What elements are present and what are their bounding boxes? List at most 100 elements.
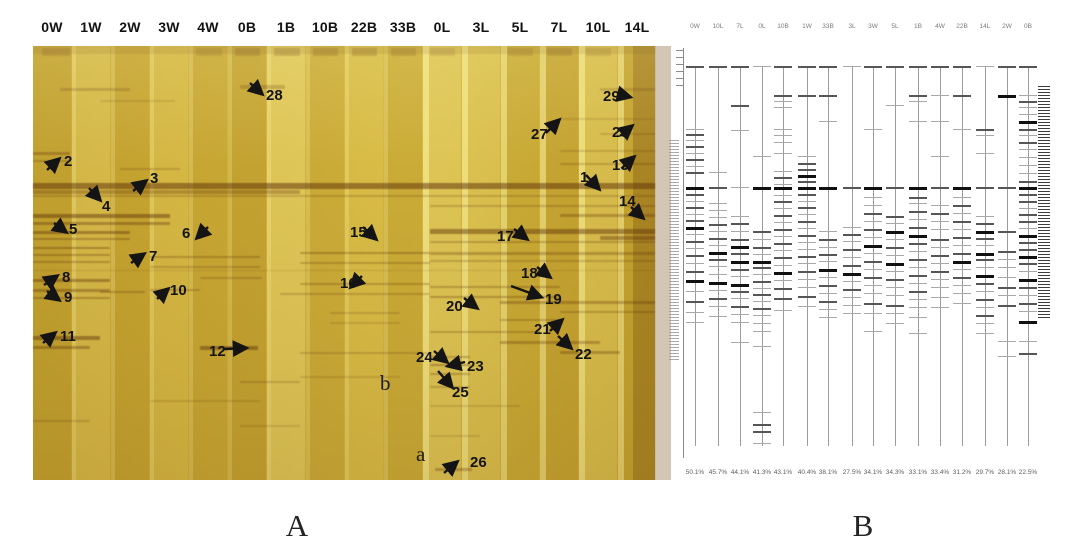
schematic-band bbox=[709, 252, 727, 255]
gel-band bbox=[33, 336, 100, 340]
schematic-band bbox=[931, 156, 949, 157]
schematic-band bbox=[1019, 303, 1037, 305]
schematic-band bbox=[886, 105, 904, 106]
lane-label-0W: 0W bbox=[41, 19, 63, 35]
gel-lane-3L bbox=[462, 46, 500, 480]
schematic-band bbox=[953, 213, 971, 214]
schematic-band bbox=[864, 187, 882, 190]
schematic-band bbox=[774, 107, 792, 108]
gel-lane-edge bbox=[633, 46, 671, 480]
band-class-label-column-right bbox=[1038, 86, 1050, 320]
schematic-band bbox=[864, 237, 882, 238]
schematic-band bbox=[798, 207, 816, 209]
gel-band bbox=[274, 48, 300, 56]
schematic-band bbox=[709, 274, 727, 275]
lane-gap bbox=[267, 46, 271, 480]
schematic-band bbox=[798, 201, 816, 202]
schematic-band bbox=[753, 288, 771, 289]
gel-band bbox=[33, 346, 90, 349]
schematic-band bbox=[886, 271, 904, 272]
schematic-band bbox=[864, 129, 882, 130]
schematic-band bbox=[998, 341, 1016, 342]
schematic-band bbox=[731, 322, 749, 323]
schematic-band bbox=[953, 197, 971, 198]
gel-band bbox=[430, 229, 655, 234]
schematic-band bbox=[909, 299, 927, 300]
schematic-band bbox=[864, 277, 882, 279]
schematic-band bbox=[1019, 101, 1037, 103]
similarity-percentage-33B: 38.1% bbox=[818, 469, 838, 476]
schematic-band bbox=[774, 288, 792, 290]
schematic-band bbox=[953, 221, 971, 223]
gel-band bbox=[600, 236, 655, 240]
schematic-scale-ticks bbox=[676, 50, 684, 92]
similarity-percentage-2W: 28.1% bbox=[997, 469, 1017, 476]
lane-label-10B: 10B bbox=[311, 19, 339, 35]
gel-band bbox=[500, 319, 560, 321]
schematic-band bbox=[731, 66, 749, 68]
schematic-band bbox=[909, 283, 927, 284]
schematic-band bbox=[774, 171, 792, 172]
schematic-lane-label-10L: 10L bbox=[712, 23, 724, 30]
schematic-band bbox=[976, 283, 994, 285]
schematic-band bbox=[998, 356, 1016, 357]
schematic-band bbox=[1019, 135, 1037, 136]
schematic-band bbox=[1019, 263, 1037, 265]
schematic-band bbox=[819, 277, 837, 278]
schematic-band bbox=[798, 194, 816, 196]
schematic-band bbox=[709, 266, 727, 267]
schematic-band bbox=[909, 227, 927, 229]
schematic-band bbox=[709, 290, 727, 291]
schematic-band bbox=[686, 140, 704, 141]
schematic-band bbox=[1019, 321, 1037, 324]
schematic-band bbox=[843, 257, 861, 258]
schematic-band bbox=[864, 229, 882, 231]
gel-band bbox=[100, 100, 175, 102]
lane-gap bbox=[618, 46, 624, 480]
schematic-band bbox=[1019, 107, 1037, 108]
schematic-band bbox=[798, 163, 816, 165]
gel-band bbox=[391, 48, 416, 56]
schematic-band bbox=[686, 187, 704, 190]
schematic-band bbox=[709, 203, 727, 204]
schematic-band bbox=[886, 305, 904, 307]
schematic-band bbox=[886, 313, 904, 314]
panel-letter-a: A bbox=[285, 508, 309, 543]
schematic-band bbox=[843, 273, 861, 276]
schematic-band bbox=[774, 298, 792, 300]
gel-band bbox=[33, 420, 90, 422]
schematic-band bbox=[909, 307, 927, 308]
schematic-band bbox=[953, 253, 971, 255]
schematic-band bbox=[976, 267, 994, 268]
gel-band bbox=[430, 296, 560, 298]
schematic-band bbox=[909, 95, 927, 97]
schematic-band bbox=[753, 294, 771, 296]
schematic-band bbox=[1019, 341, 1037, 342]
schematic-band bbox=[843, 241, 861, 242]
gel-band bbox=[33, 270, 655, 271]
schematic-band bbox=[731, 105, 749, 107]
schematic-band bbox=[686, 280, 704, 283]
schematic-band bbox=[774, 153, 792, 154]
schematic-band bbox=[753, 156, 771, 157]
lane-gap bbox=[384, 46, 388, 480]
schematic-band bbox=[1019, 208, 1037, 209]
schematic-lane-label-3W: 3W bbox=[868, 23, 878, 30]
schematic-band bbox=[998, 295, 1016, 296]
schematic-band bbox=[909, 219, 927, 220]
schematic-band bbox=[1019, 181, 1037, 183]
schematic-band bbox=[1019, 279, 1037, 282]
gel-lane-33B bbox=[384, 46, 422, 480]
schematic-band bbox=[953, 229, 971, 230]
schematic-band bbox=[798, 156, 816, 157]
lane-label-7L: 7L bbox=[550, 19, 568, 35]
schematic-band bbox=[886, 263, 904, 266]
schematic-band bbox=[931, 255, 949, 257]
similarity-percentage-5L: 34.3% bbox=[885, 469, 905, 476]
schematic-band bbox=[931, 121, 949, 122]
schematic-band bbox=[886, 279, 904, 281]
gel-lane-5L bbox=[501, 46, 539, 480]
schematic-band bbox=[731, 276, 749, 277]
schematic-band bbox=[843, 289, 861, 291]
schematic-band bbox=[886, 287, 904, 288]
